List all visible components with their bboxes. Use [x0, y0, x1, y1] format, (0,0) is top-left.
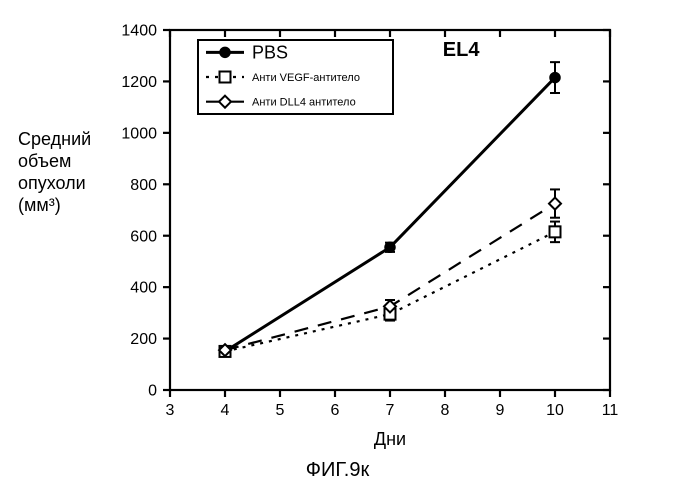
x-tick-label: 9 — [496, 402, 505, 419]
chart-figure: 3 4 5 6 7 8 9 10 11 0 200 400 600 800 1000 1200 1400 Дни С… — [0, 0, 675, 500]
legend-label: PBS — [252, 43, 288, 63]
x-tick-label: 5 — [276, 402, 285, 419]
y-axis-label: Средний — [18, 129, 91, 149]
y-tick-label: 200 — [130, 331, 157, 348]
x-axis-label: Дни — [374, 429, 406, 449]
legend-label: Анти DLL4 антитело — [252, 97, 356, 109]
x-tick-label: 4 — [221, 402, 230, 419]
x-tick-label: 6 — [331, 402, 340, 419]
x-tick-label: 11 — [602, 402, 619, 419]
chart-inner-title: EL4 — [443, 39, 481, 61]
x-tick-label: 10 — [546, 402, 564, 419]
x-tick-label: 7 — [386, 402, 395, 419]
y-tick-label: 800 — [130, 177, 157, 194]
y-tick-label: 1200 — [121, 74, 157, 91]
y-axis-label: опухоли — [18, 173, 86, 193]
y-tick-label: 0 — [148, 383, 157, 400]
y-tick-label: 1400 — [121, 23, 157, 40]
y-axis-label: объем — [18, 151, 71, 171]
x-tick-label: 8 — [441, 402, 450, 419]
legend-label: Анти VEGF-антитело — [252, 72, 360, 84]
y-tick-label: 1000 — [121, 125, 157, 142]
y-axis-label: (мм³) — [18, 195, 61, 215]
y-tick-label: 400 — [130, 280, 157, 297]
figure-caption: ФИГ.9к — [0, 459, 675, 482]
y-tick-label: 600 — [130, 228, 157, 245]
x-tick-label: 3 — [166, 402, 175, 419]
